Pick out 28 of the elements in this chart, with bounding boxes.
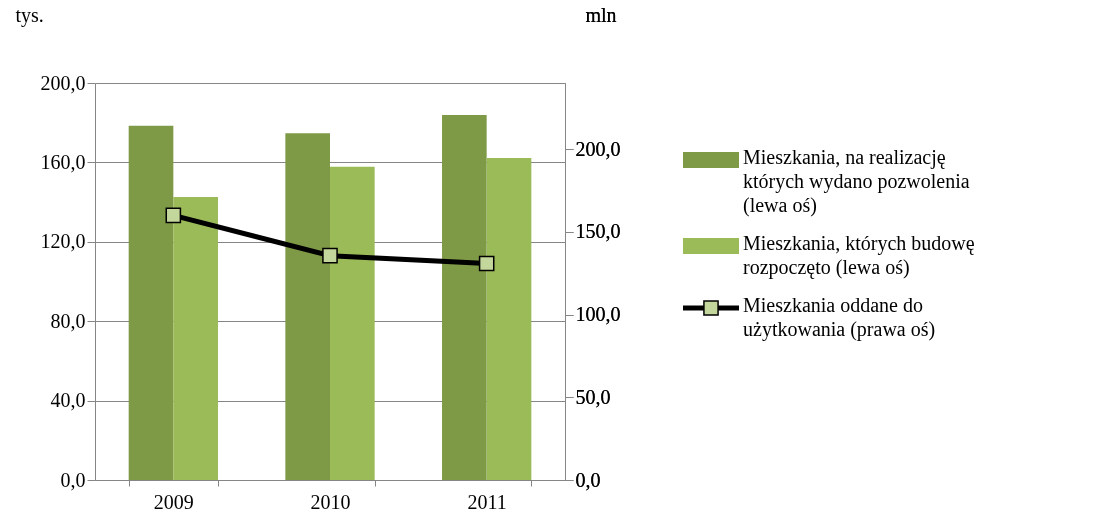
bar <box>442 114 487 480</box>
bar <box>128 125 174 480</box>
y-tick-label: 120,0 <box>40 230 86 253</box>
y-tick-label: 80,0 <box>50 309 86 332</box>
bar <box>330 166 375 480</box>
point <box>165 207 182 224</box>
y2-axis-title: mln <box>585 3 617 26</box>
y-tick-label: 0,0 <box>60 468 86 491</box>
legend-label: Mieszkania, na realizację których wydano pozwolenia (lewa oś) <box>743 146 970 217</box>
x-tick-label: 2010 <box>310 490 351 513</box>
legend-label: Mieszkania oddane do użytkowania (prawa oś) <box>743 294 936 341</box>
y2-tick-label: 50,0 <box>575 385 611 408</box>
y-tick-label: 40,0 <box>50 389 86 412</box>
x-tick-label: 2009 <box>153 490 194 513</box>
y-tick-label: 160,0 <box>40 150 86 173</box>
bar <box>486 158 532 480</box>
y2-tick-label: 200,0 <box>575 137 621 160</box>
y-axis-title: tys. <box>15 3 44 27</box>
y2-tick-label: 150,0 <box>575 220 621 243</box>
bar <box>173 196 218 480</box>
y2-tick-label: 0,0 <box>575 468 601 491</box>
legend-label: Mieszkania, których budowę rozpoczęto (lewa oś) <box>743 232 975 279</box>
point <box>322 247 338 264</box>
point <box>478 255 495 272</box>
y-tick-label: 200,0 <box>40 71 86 94</box>
bar <box>285 133 330 480</box>
y2-tick-label: 100,0 <box>575 303 621 326</box>
x-tick-label: 2011 <box>467 490 507 513</box>
